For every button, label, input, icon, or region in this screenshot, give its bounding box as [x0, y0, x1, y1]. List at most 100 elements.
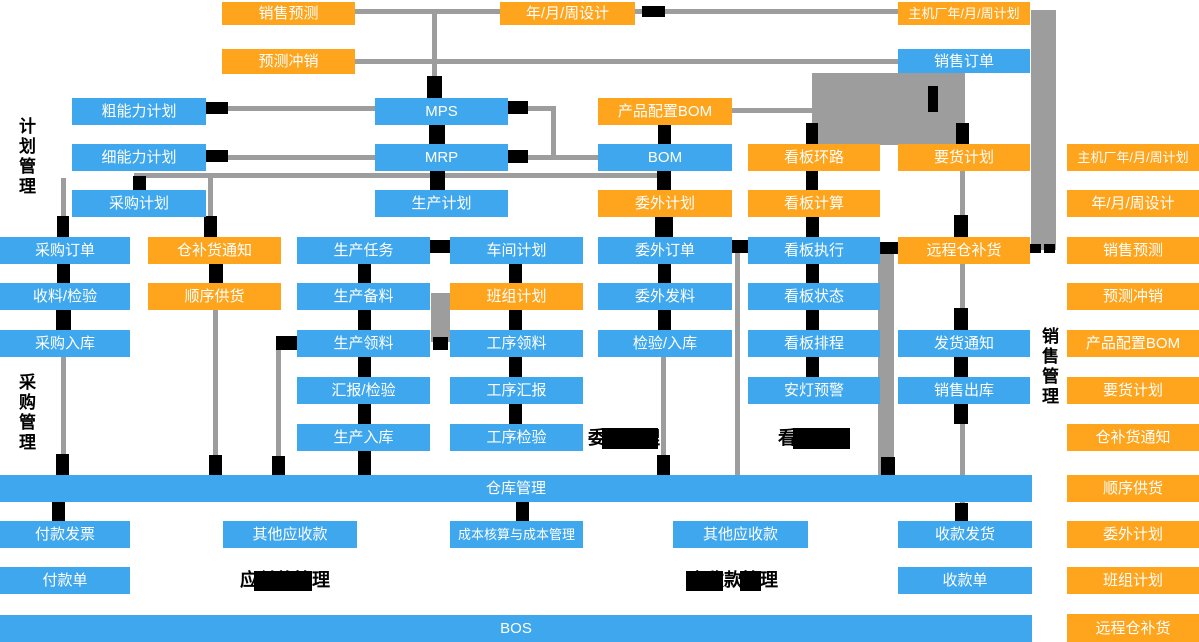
redaction-bar: [740, 571, 761, 591]
connector-node: [276, 336, 301, 350]
box-payment-slip: 付款单: [0, 567, 130, 594]
connector-line: [206, 155, 375, 160]
box-receipt-delivery: 收款发货: [898, 521, 1032, 548]
connector-line: [661, 357, 666, 475]
connector-node: [1030, 244, 1041, 253]
box-legend-oem-plan: 主机厂年/月/周计划: [1067, 144, 1199, 171]
connector-line: [635, 9, 898, 14]
connector-node: [358, 308, 371, 330]
connector-line: [208, 178, 213, 237]
box-cost-accounting: 成本核算与成本管理: [450, 521, 583, 548]
box-production-task: 生产任务: [297, 237, 430, 264]
box-sequential-supply: 顺序供货: [148, 283, 281, 310]
box-other-receivables-1: 其他应收款: [223, 521, 357, 548]
box-mrp: MRP: [375, 144, 508, 171]
redaction-bar: [254, 571, 312, 591]
connector-node: [358, 262, 371, 283]
box-kanban-calculation: 看板计算: [748, 190, 880, 217]
connector-node: [206, 150, 228, 162]
connector-node: [57, 262, 70, 283]
connector-node: [657, 455, 670, 475]
connector-line: [527, 106, 556, 111]
redaction-bar: [686, 571, 723, 591]
connector-node: [658, 308, 671, 330]
connector-node: [506, 150, 528, 163]
connector-node: [955, 503, 968, 521]
connector-line: [960, 171, 965, 217]
box-legend-remote-replenishment: 远程仓补货: [1067, 614, 1199, 642]
box-outsourcing-plan: 委外计划: [598, 190, 732, 217]
connector-node: [272, 456, 285, 475]
box-delivery-plan: 要货计划: [898, 144, 1030, 171]
box-outsourcing-material-issue: 委外发料: [598, 283, 732, 310]
box-process-report: 工序汇报: [450, 377, 583, 404]
connector-node: [509, 264, 522, 283]
box-outsourcing-order: 委外订单: [598, 237, 732, 264]
connector-node: [429, 240, 452, 253]
box-sales-outbound: 销售出库: [898, 377, 1030, 404]
connector-node: [56, 308, 71, 330]
connector-node: [206, 102, 228, 114]
box-oem-year-month-week-plan: 主机厂年/月/周计划: [898, 2, 1030, 25]
box-legend-sales-forecast: 销售预测: [1067, 237, 1199, 264]
box-process-picking: 工序领料: [450, 330, 583, 357]
connector-node: [430, 170, 445, 190]
connector-node: [358, 355, 371, 377]
box-other-receivables-2: 其他应收款: [673, 521, 808, 548]
connector-node: [732, 240, 749, 253]
box-bos: BOS: [0, 615, 1032, 642]
connector-node: [954, 308, 968, 330]
connector-node: [433, 337, 448, 350]
box-legend-outsourcing-plan: 委外计划: [1067, 521, 1199, 548]
box-sales-order: 销售订单: [898, 49, 1030, 73]
connector-node: [806, 262, 819, 283]
box-team-plan: 班组计划: [450, 283, 583, 310]
box-rough-capacity-plan: 粗能力计划: [72, 98, 206, 125]
connector-node: [133, 176, 146, 190]
connector-node: [657, 169, 671, 190]
box-warehouse-replenishment-notice: 仓补货通知: [148, 237, 281, 264]
box-warehouse-management: 仓库管理: [0, 475, 1032, 502]
box-legend-delivery-plan: 要货计划: [1067, 377, 1199, 404]
connector-node: [56, 454, 69, 475]
connector-node: [956, 123, 969, 145]
connector-line: [551, 106, 556, 160]
box-report-inspection: 汇报/检验: [297, 377, 430, 404]
connector-node: [806, 170, 818, 190]
connector-line: [61, 178, 66, 237]
box-purchase-order: 采购订单: [0, 237, 130, 264]
connector-line: [732, 108, 812, 113]
box-year-month-week-design: 年/月/周设计: [500, 2, 635, 25]
box-production-inbound: 生产入库: [297, 424, 430, 451]
connector-node: [509, 355, 522, 377]
box-legend-team-plan: 班组计划: [1067, 567, 1199, 594]
connector-line: [432, 9, 437, 98]
connector-line: [61, 357, 66, 475]
connector-node: [506, 101, 528, 114]
connector-node: [204, 216, 217, 237]
redaction-bar: [602, 428, 658, 449]
connector-node: [806, 123, 818, 144]
connector-node: [509, 308, 522, 330]
redaction-bar: [793, 428, 850, 449]
box-production-picking: 生产领料: [297, 330, 430, 357]
connector-node: [658, 123, 671, 144]
connector-node: [655, 215, 673, 239]
box-workshop-plan: 车间计划: [450, 237, 583, 264]
connector-line: [276, 341, 281, 475]
connector-node: [954, 355, 968, 377]
connector-node: [427, 76, 442, 98]
box-legend-forecast-offset: 预测冲销: [1067, 283, 1199, 310]
box-process-inspection: 工序检验: [450, 424, 583, 451]
box-receipt-slip: 收款单: [898, 567, 1032, 594]
box-production-plan: 生产计划: [375, 190, 508, 217]
box-bom: BOM: [598, 144, 732, 171]
box-legend-warehouse-replenishment-notice: 仓补货通知: [1067, 424, 1199, 451]
section-label-purchase-management: 采购管理: [16, 373, 35, 453]
connector-node: [928, 86, 938, 112]
box-purchase-inbound: 采购入库: [0, 330, 130, 357]
box-kanban-scheduling: 看板排程: [748, 330, 880, 357]
box-forecast-offset: 预测冲销: [222, 49, 355, 74]
connector-node: [954, 402, 968, 424]
